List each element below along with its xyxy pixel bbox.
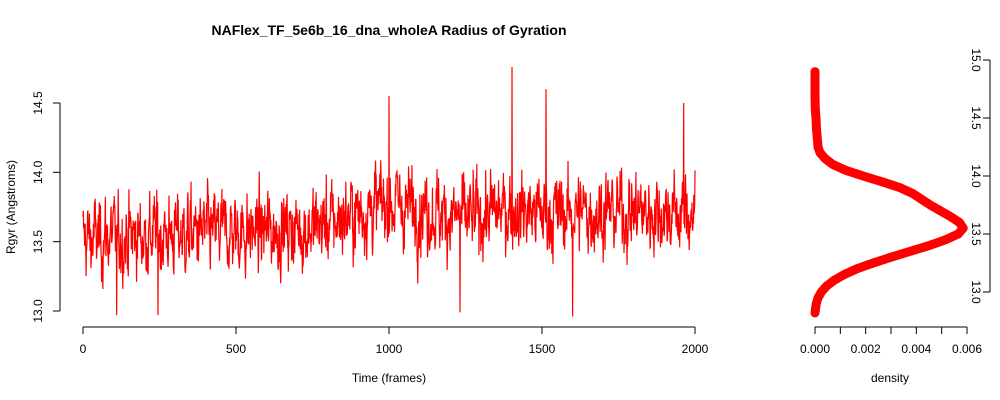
density-y-tick-label: 14.5 (969, 106, 983, 130)
rgyr-trace (82, 66, 696, 317)
x-tick-label: 2000 (682, 342, 709, 356)
density-y-tick-label: 13.0 (969, 280, 983, 304)
density-y-tick-label: 14.0 (969, 164, 983, 188)
density-x-tick-label: 0.002 (851, 342, 881, 356)
x-tick-label: 0 (80, 342, 87, 356)
density-y-axis: 13.0 13.5 14.0 14.5 15.0 (969, 48, 991, 304)
density-x-axis-label: density (871, 371, 909, 385)
density-y-tick-label: 15.0 (969, 48, 983, 72)
x-tick-label: 1500 (529, 342, 556, 356)
density-curve (810, 67, 968, 318)
x-tick-label: 500 (226, 342, 246, 356)
density-x-tick-label: 0.006 (952, 342, 982, 356)
density-x-tick-label: 0.004 (901, 342, 931, 356)
x-axis-label: Time (frames) (352, 371, 426, 385)
x-tick-label: 1000 (376, 342, 403, 356)
chart-title: NAFlex_TF_5e6b_16_dna_wholeA Radius of G… (211, 22, 566, 38)
timeseries-panel: 0 500 1000 1500 2000 13.0 13.5 14.0 14.5 Time (… (4, 66, 709, 385)
x-axis: 0 500 1000 1500 2000 (80, 326, 709, 356)
density-x-axis: 0.000 0.002 0.004 0.006 (800, 326, 982, 356)
rgyr-series-line (82, 66, 696, 317)
y-axis-label: Rgyr (Angstroms) (4, 160, 18, 254)
y-axis: 13.0 13.5 14.0 14.5 (31, 91, 61, 323)
density-y-tick-label: 13.5 (969, 222, 983, 246)
y-tick-label: 13.0 (31, 299, 45, 323)
density-x-tick-label: 0.000 (800, 342, 830, 356)
density-panel: 0.000 0.002 0.004 0.006 13.0 13.5 14.0 14.5 15.… (800, 48, 991, 385)
density-trace (810, 67, 968, 318)
y-tick-label: 14.0 (31, 160, 45, 184)
y-tick-label: 13.5 (31, 230, 45, 254)
y-tick-label: 14.5 (31, 91, 45, 115)
